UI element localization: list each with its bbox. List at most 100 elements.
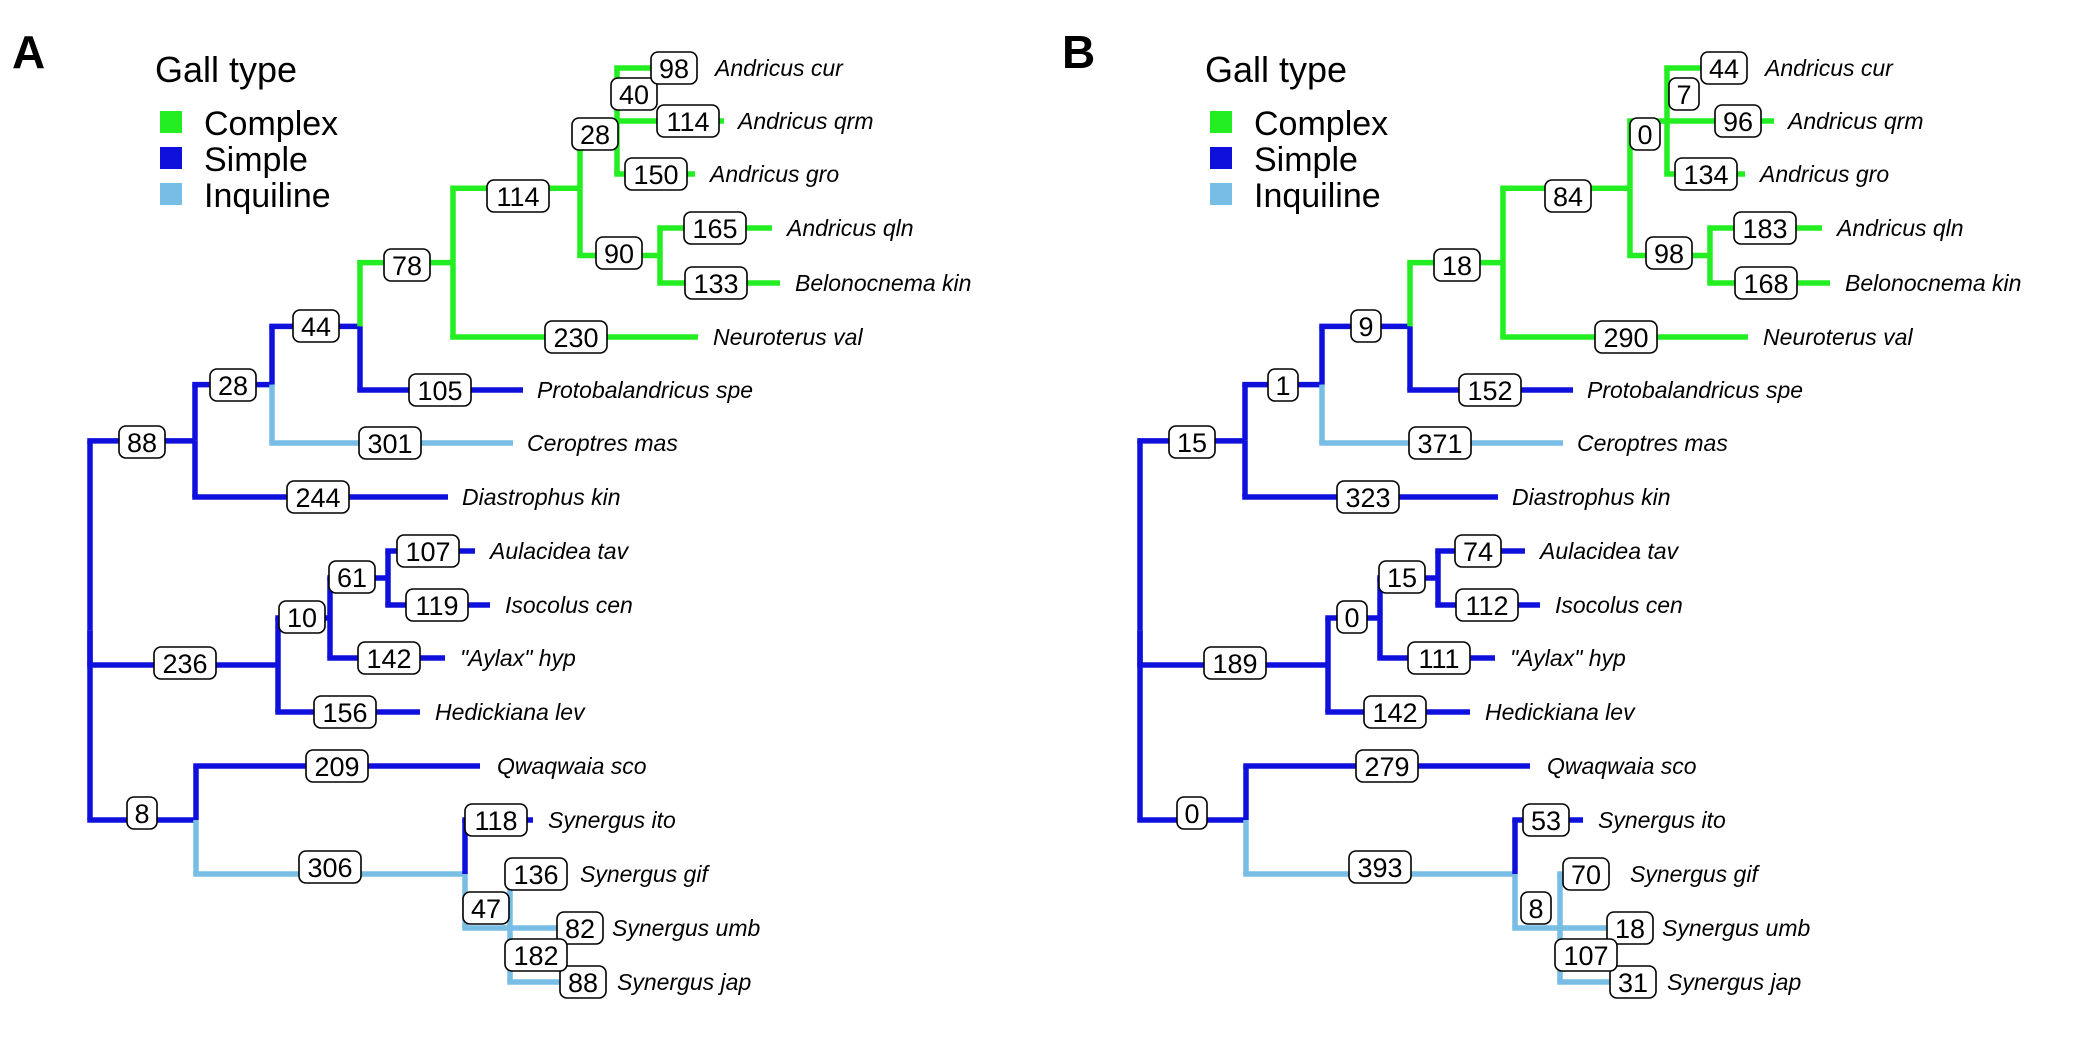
- branch-value-text: 88: [568, 968, 598, 998]
- branch-value-frame: [1674, 157, 1738, 191]
- branch-value-box: 0: [1629, 117, 1661, 151]
- branch-value-text: 15: [1387, 563, 1417, 593]
- tip-label: Andricus qln: [1835, 215, 1964, 241]
- branch-value-frame: [1629, 117, 1661, 151]
- tip-label: "Aylax" hyp: [460, 645, 576, 671]
- branch-value-frame: [1355, 749, 1419, 783]
- branch-value-frame: [571, 117, 619, 151]
- branch-value-frame: [1554, 938, 1618, 972]
- tip-label: Synergus ito: [548, 807, 676, 833]
- branch-value-frame: [126, 796, 158, 830]
- branch-value-box: 78: [383, 248, 431, 282]
- branch-value-text: 183: [1742, 214, 1787, 244]
- legend-swatch-complex: [1210, 111, 1232, 133]
- branch-value-box: 98: [1645, 236, 1693, 270]
- branch-value-text: 98: [1654, 239, 1684, 269]
- legend-swatch-simple: [160, 147, 182, 169]
- legend-swatch-inquiline: [160, 183, 182, 205]
- branch-value-frame: [610, 77, 658, 111]
- legend-swatch-inquiline: [1210, 183, 1232, 205]
- branch-value-box: 393: [1348, 850, 1412, 884]
- branch-value-box: 111: [1407, 641, 1471, 675]
- branch-value-text: 98: [659, 54, 689, 84]
- branch-value-box: 119: [405, 588, 469, 622]
- branch-value-text: 142: [366, 644, 411, 674]
- branch-value-text: 7: [1676, 80, 1691, 110]
- branch-value-text: 156: [322, 698, 367, 728]
- tip-label: Andricus gro: [708, 161, 839, 187]
- branch-value-frame: [462, 891, 510, 925]
- branch-value-frame: [1408, 426, 1472, 460]
- branch-value-text: 393: [1357, 853, 1402, 883]
- branch-value-frame: [1544, 179, 1592, 213]
- branch-value-frame: [1378, 560, 1426, 594]
- tip-label: Aulacidea tav: [488, 538, 630, 564]
- branch-value-box: 28: [571, 117, 619, 151]
- tip-label: Synergus gif: [580, 861, 710, 887]
- branch-value-frame: [286, 480, 350, 514]
- tip-label: Protobalandricus spe: [1587, 377, 1803, 403]
- branch-value-box: 7: [1668, 77, 1700, 111]
- branch-value-text: 371: [1417, 429, 1462, 459]
- branch-value-frame: [1609, 965, 1657, 999]
- branch-value-box: 136: [504, 857, 568, 891]
- branch-value-text: 10: [287, 603, 317, 633]
- panel-letter: A: [12, 26, 45, 78]
- branch-value-box: 1: [1267, 368, 1299, 402]
- branch-value-box: 156: [313, 695, 377, 729]
- branch-value-text: 114: [666, 107, 709, 137]
- branch-value-frame: [1645, 236, 1693, 270]
- tip-label: Belonocnema kin: [1845, 270, 2021, 296]
- branch-value-text: 107: [405, 537, 450, 567]
- branch-value-box: 114: [656, 104, 720, 138]
- branch-value-frame: [684, 266, 748, 300]
- branch-value-frame: [504, 857, 568, 891]
- branch-value-frame: [1336, 600, 1368, 634]
- branch-value-text: 84: [1553, 182, 1583, 212]
- branch-value-box: 84: [1544, 179, 1592, 213]
- branch-value-text: 47: [471, 894, 501, 924]
- branch-value-box: 9: [1350, 309, 1382, 343]
- legend-label-simple: Simple: [1254, 141, 1358, 179]
- branch-value-frame: [408, 373, 472, 407]
- branch-value-frame: [1168, 425, 1216, 459]
- branch-value-frame: [357, 641, 421, 675]
- branch-value-box: 306: [298, 850, 362, 884]
- branch-value-text: 74: [1463, 537, 1493, 567]
- branch-value-box: 150: [624, 157, 688, 191]
- branch-value-box: 18: [1606, 911, 1654, 945]
- legend-title: Gall type: [155, 49, 297, 90]
- tip-label: Qwaqwaia sco: [497, 753, 647, 779]
- branch-value-box: 107: [1554, 938, 1618, 972]
- branch-value-box: 61: [328, 560, 376, 594]
- branch-value-frame: [118, 425, 166, 459]
- branch-value-box: 88: [118, 425, 166, 459]
- branch-value-box: 134: [1674, 157, 1738, 191]
- branch-value-frame: [1458, 373, 1522, 407]
- branch-value-frame: [328, 560, 376, 594]
- branch-value-text: 290: [1603, 323, 1648, 353]
- branch-value-box: 98: [650, 51, 698, 85]
- branch-value-text: 15: [1177, 428, 1207, 458]
- tip-label: Andricus qln: [785, 215, 914, 241]
- branch-value-box: 74: [1454, 534, 1502, 568]
- tip-label: Belonocnema kin: [795, 270, 971, 296]
- branch-value-text: 134: [1683, 160, 1728, 190]
- branch-value-text: 96: [1723, 107, 1753, 137]
- tip-label: Synergus gif: [1630, 861, 1760, 887]
- branch-value-text: 88: [127, 428, 157, 458]
- branch-value-text: 209: [314, 752, 359, 782]
- branch-value-text: 70: [1571, 860, 1601, 890]
- branch-value-frame: [464, 803, 528, 837]
- tip-label: Protobalandricus spe: [537, 377, 753, 403]
- branch-value-frame: [278, 600, 326, 634]
- tip-label: Synergus umb: [1662, 915, 1811, 941]
- branch-value-text: 61: [337, 563, 367, 593]
- branch-value-box: 323: [1336, 480, 1400, 514]
- branch-value-frame: [595, 236, 643, 270]
- branch-value-box: 40: [610, 77, 658, 111]
- branch-value-frame: [1267, 368, 1299, 402]
- branch-value-text: 306: [307, 853, 352, 883]
